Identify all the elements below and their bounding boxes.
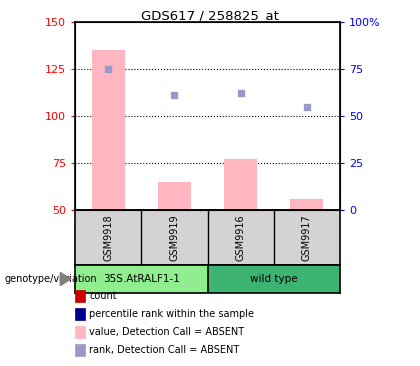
Text: GSM9918: GSM9918 xyxy=(103,214,113,261)
Text: 35S.AtRALF1-1: 35S.AtRALF1-1 xyxy=(103,274,180,284)
Bar xyxy=(92,50,125,210)
Point xyxy=(171,92,178,98)
Bar xyxy=(75,265,207,293)
Bar xyxy=(290,199,323,210)
Text: value, Detection Call = ABSENT: value, Detection Call = ABSENT xyxy=(89,327,244,337)
Text: count: count xyxy=(89,291,117,301)
Text: percentile rank within the sample: percentile rank within the sample xyxy=(89,309,254,319)
Text: wild type: wild type xyxy=(250,274,297,284)
Text: GSM9919: GSM9919 xyxy=(169,214,179,261)
Bar xyxy=(207,265,340,293)
Text: rank, Detection Call = ABSENT: rank, Detection Call = ABSENT xyxy=(89,345,239,355)
Text: GSM9917: GSM9917 xyxy=(302,214,312,261)
Point xyxy=(237,90,244,96)
Point xyxy=(105,66,111,72)
Point xyxy=(304,104,310,109)
Bar xyxy=(224,159,257,210)
Text: GSM9916: GSM9916 xyxy=(236,214,246,261)
Bar xyxy=(158,182,191,210)
Text: genotype/variation: genotype/variation xyxy=(4,274,97,284)
Text: GDS617 / 258825_at: GDS617 / 258825_at xyxy=(141,9,279,22)
